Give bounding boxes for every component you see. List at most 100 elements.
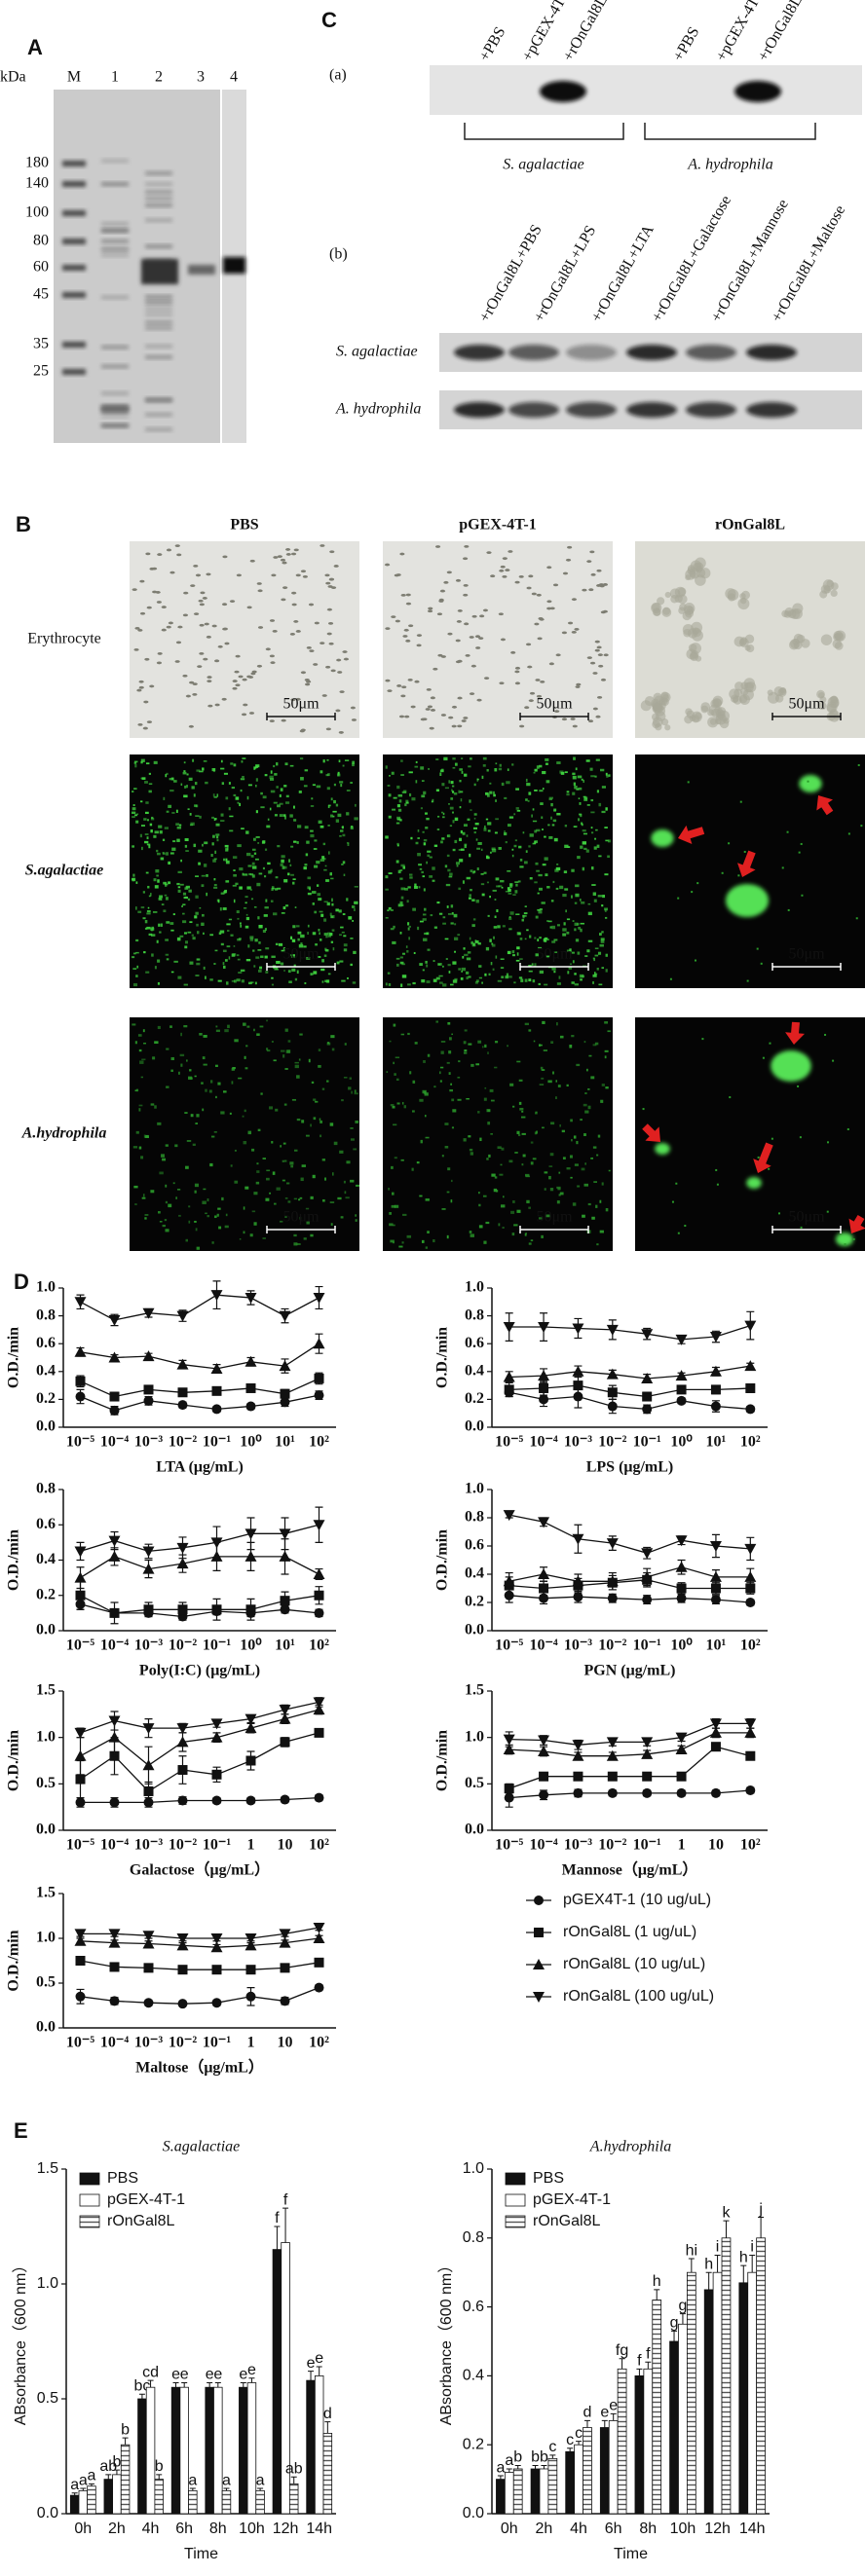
x-tick-label: 10⁻¹ (203, 1638, 231, 1654)
marker (210, 1718, 223, 1730)
bacterium (308, 1058, 311, 1063)
bacterium (320, 1120, 323, 1123)
bacterium (153, 834, 157, 838)
bacterium (182, 920, 187, 924)
bacterium (515, 788, 519, 791)
bacterium (427, 1231, 430, 1233)
cell (582, 588, 587, 592)
bacterium (422, 913, 427, 916)
bacterium (282, 906, 286, 910)
bacterium (555, 887, 559, 890)
x-tick-label: 10⁻² (169, 1638, 197, 1654)
cell (525, 643, 532, 646)
bacterium (325, 949, 329, 952)
bacterium (421, 870, 424, 874)
bacterium (797, 1085, 800, 1087)
bacterium (492, 936, 496, 939)
gel-band (101, 403, 129, 408)
bacterium (396, 842, 399, 845)
bacterium (237, 958, 241, 961)
bacterium (398, 1245, 403, 1248)
bacterium (406, 900, 409, 903)
marker (211, 1965, 222, 1975)
bacterium (354, 817, 358, 821)
bacterium (694, 959, 696, 962)
cell (403, 628, 409, 632)
cell (498, 612, 504, 616)
cell (429, 726, 434, 730)
bacterium (553, 938, 558, 941)
cell (384, 563, 391, 567)
bacterium (217, 1082, 221, 1086)
bacterium (473, 831, 476, 834)
bacterium (177, 975, 182, 979)
bacterium (450, 922, 454, 925)
bacterium (489, 782, 492, 785)
bacterium (438, 912, 443, 915)
bacterium (225, 796, 229, 800)
bar (137, 2398, 147, 2515)
cell (295, 573, 301, 577)
bacterium (452, 848, 456, 852)
cell (385, 627, 391, 631)
bacterium (258, 924, 263, 929)
marker (176, 1358, 189, 1370)
bacterium (132, 1023, 136, 1026)
bacterium (469, 853, 471, 858)
bacterium (558, 1194, 561, 1196)
marker (244, 1355, 257, 1367)
bacterium (292, 925, 296, 929)
bacterium (321, 1159, 326, 1161)
bacterium (599, 933, 602, 936)
bacterium (276, 804, 281, 808)
bacterium (247, 944, 250, 948)
bacterium (461, 971, 463, 973)
bacterium (187, 898, 191, 902)
cell (399, 552, 405, 556)
bacterium (521, 1163, 524, 1166)
bacterium (142, 891, 145, 894)
marker (142, 1563, 155, 1574)
bacterium (157, 981, 160, 985)
bacterium (450, 904, 454, 908)
cell (465, 653, 470, 657)
bacterium (138, 1049, 142, 1052)
bacterium (529, 935, 532, 938)
bacterium (169, 790, 174, 792)
bacterium (154, 885, 159, 889)
bacterium (262, 1158, 266, 1159)
y-axis-title: O.D./min (6, 1930, 22, 1991)
bacterium (855, 917, 858, 920)
cell (293, 548, 299, 552)
cell (499, 681, 505, 685)
bacterium (176, 1189, 181, 1191)
cell-clump (670, 594, 679, 604)
cell-clump (700, 702, 711, 712)
panel-letter: A (27, 35, 43, 59)
bacterium (163, 909, 167, 913)
gel-band (141, 259, 178, 284)
bacterium (406, 1234, 412, 1238)
bacterium (289, 1161, 294, 1165)
bacterium (338, 759, 341, 763)
bacterium (491, 848, 497, 853)
bacterium (255, 835, 260, 838)
x-tick-label: 8h (639, 2521, 657, 2537)
cell (339, 690, 345, 694)
x-tick-label: 8h (209, 2521, 227, 2537)
cell (572, 724, 578, 728)
bacterium (437, 963, 442, 966)
bacterium (388, 793, 392, 797)
y-tick-label: 0.0 (465, 1822, 484, 1838)
bacterium (592, 974, 597, 977)
bacterium (216, 1213, 219, 1217)
cell (330, 669, 336, 673)
bacterium (475, 900, 479, 903)
bacterium (597, 1134, 601, 1138)
cell (589, 550, 595, 554)
bacterium (256, 1033, 260, 1036)
marker (280, 1794, 290, 1805)
bacterium (189, 1069, 192, 1072)
bacterium (498, 767, 503, 771)
bacterium (580, 814, 583, 818)
